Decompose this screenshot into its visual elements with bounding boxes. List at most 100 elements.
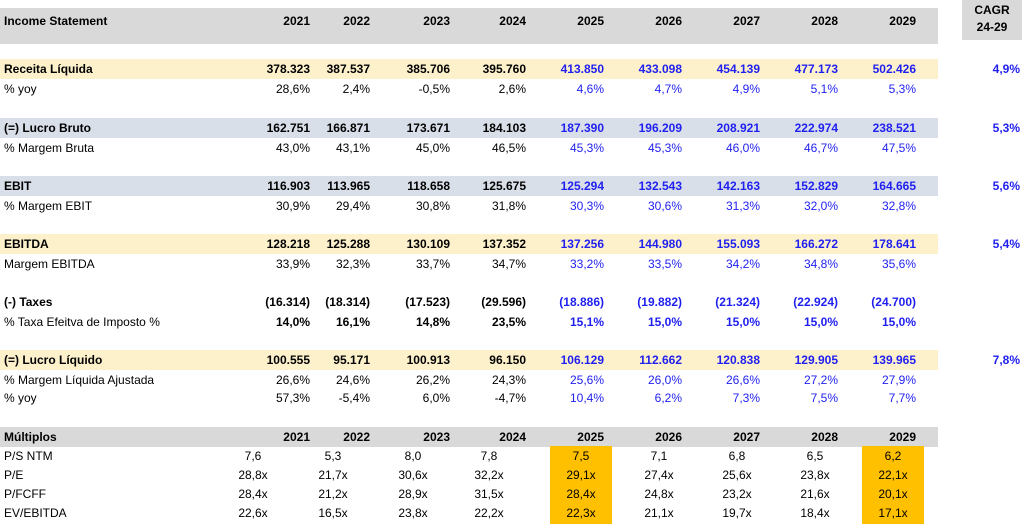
- row-band: [0, 350, 938, 370]
- projection-cell: 139.965: [872, 353, 916, 367]
- value-cell: 125.288: [326, 237, 370, 251]
- value-cell: -5,4%: [338, 391, 370, 405]
- row-band: [0, 234, 938, 254]
- row-label: % Margem Líquida Ajustada: [4, 373, 155, 387]
- projection-cell: 7,3%: [732, 391, 760, 405]
- row-lucro-liquido: (=) Lucro Líquido 100.555 95.171 100.913…: [0, 350, 1024, 370]
- value-cell: 22,2x: [474, 506, 504, 520]
- row-pfcff: P/FCFF 28,4x 21,2x 28,9x 31,5x 28,4x 24,…: [0, 484, 1024, 504]
- projection-cell: 238.521: [872, 121, 916, 135]
- multiples-title: Múltiplos: [4, 430, 57, 444]
- row-band: [0, 59, 938, 79]
- projection-cell: 47,5%: [881, 141, 916, 155]
- projection-cell: 222.974: [794, 121, 838, 135]
- projection-cell: 31,3%: [725, 199, 760, 213]
- value-cell: 16,1%: [335, 315, 370, 329]
- value-cell: 6,5: [806, 449, 824, 463]
- value-cell: -4,7%: [494, 391, 526, 405]
- header-row: Income Statement 2021 2022 2023 2024 202…: [0, 8, 1024, 44]
- value-cell: 7,1: [650, 449, 668, 463]
- projection-cell: 34,8%: [803, 257, 838, 271]
- projection-cell: 15,0%: [725, 315, 760, 329]
- projection-cell: 26,0%: [647, 373, 682, 387]
- value-cell: 118.658: [407, 179, 450, 193]
- value-cell: 22,6x: [238, 506, 268, 520]
- value-cell: 96.150: [489, 353, 526, 367]
- projection-cell: 35,6%: [881, 257, 916, 271]
- projection-cell: 112.662: [639, 353, 682, 367]
- projection-cell: (18.886): [559, 295, 604, 309]
- projection-cell: 144.980: [638, 237, 682, 251]
- value-cell: 28,8x: [238, 468, 268, 482]
- projection-cell: 45,3%: [647, 141, 682, 155]
- projection-cell: 5,1%: [810, 82, 838, 96]
- value-cell: 29,4%: [335, 199, 370, 213]
- projection-cell: 137.256: [560, 237, 604, 251]
- value-cell: 30,8%: [415, 199, 450, 213]
- projection-cell: 15,1%: [569, 315, 604, 329]
- projection-cell: 413.850: [560, 62, 604, 76]
- projection-cell: 142.163: [716, 179, 760, 193]
- year-header: 2029: [889, 430, 916, 444]
- row-label: Receita Líquida: [4, 62, 93, 76]
- value-cell: 116.903: [267, 179, 310, 193]
- value-cell: 137.352: [482, 237, 526, 251]
- value-cell: 14,8%: [415, 315, 450, 329]
- value-cell: 28,9x: [398, 487, 428, 501]
- row-label: P/FCFF: [4, 487, 46, 501]
- value-cell: 8,0: [404, 449, 422, 463]
- value-cell: 7,6: [244, 449, 262, 463]
- year-header: 2024: [499, 430, 526, 444]
- sheet-title: Income Statement: [4, 14, 108, 28]
- row-band: [0, 176, 938, 196]
- value-cell: -0,5%: [418, 82, 450, 96]
- value-cell: 25,6x: [722, 468, 752, 482]
- projection-cell: 27,2%: [803, 373, 838, 387]
- cagr-cell: 5,4%: [992, 237, 1020, 251]
- value-cell: 34,7%: [491, 257, 526, 271]
- value-cell: 184.103: [482, 121, 526, 135]
- year-header: 2021: [283, 430, 310, 444]
- projection-cell: 6,2%: [654, 391, 682, 405]
- row-label: % Margem EBIT: [4, 199, 93, 213]
- value-cell: 24,6%: [335, 373, 370, 387]
- row-label: EBITDA: [4, 237, 49, 251]
- projection-cell: 5,3%: [888, 82, 916, 96]
- row-label: % Taxa Efeitva de Imposto %: [4, 315, 160, 329]
- value-cell: 166.871: [326, 121, 370, 135]
- cagr-cell: 7,8%: [992, 353, 1020, 367]
- cagr-cell: 5,3%: [992, 121, 1020, 135]
- row-margem-liquida: % Margem Líquida Ajustada 26,6% 24,6% 26…: [0, 370, 1024, 390]
- row-label: P/E: [4, 468, 24, 482]
- projection-cell: 129.905: [794, 353, 838, 367]
- value-cell: 7,8: [480, 449, 498, 463]
- projection-cell: 164.665: [872, 179, 916, 193]
- value-cell: 128.218: [266, 237, 310, 251]
- cagr-header-line2: 24-29: [976, 20, 1008, 34]
- value-cell: 19,7x: [722, 506, 752, 520]
- value-cell: 23,5%: [491, 315, 526, 329]
- year-header: 2028: [811, 430, 838, 444]
- year-header: 2023: [423, 14, 450, 28]
- cagr-cell: 4,9%: [992, 62, 1020, 76]
- projection-cell: 33,2%: [569, 257, 604, 271]
- projection-cell: 187.390: [560, 121, 604, 135]
- value-cell: 26,2%: [415, 373, 450, 387]
- highlight-2029-column: [862, 446, 924, 524]
- projection-cell: 30,3%: [569, 199, 604, 213]
- value-cell: (18.314): [325, 295, 370, 309]
- projection-cell: 4,7%: [654, 82, 682, 96]
- value-cell: 33,7%: [415, 257, 450, 271]
- projection-cell: 15,0%: [647, 315, 682, 329]
- value-cell: (16.314): [265, 295, 310, 309]
- value-cell: 24,3%: [491, 373, 526, 387]
- row-ps-ntm: P/S NTM 7,6 5,3 8,0 7,8 7,5 7,1 6,8 6,5 …: [0, 446, 1024, 466]
- year-header: 2027: [733, 14, 760, 28]
- value-cell: 16,5x: [318, 506, 348, 520]
- projection-cell: 34,2%: [725, 257, 760, 271]
- multiples-header-band: [0, 427, 938, 447]
- value-cell: 31,8%: [491, 199, 526, 213]
- projection-cell: 155.093: [716, 237, 760, 251]
- row-receita-liquida: Receita Líquida 378.323 387.537 385.706 …: [0, 59, 1024, 79]
- value-cell: 32,2x: [474, 468, 504, 482]
